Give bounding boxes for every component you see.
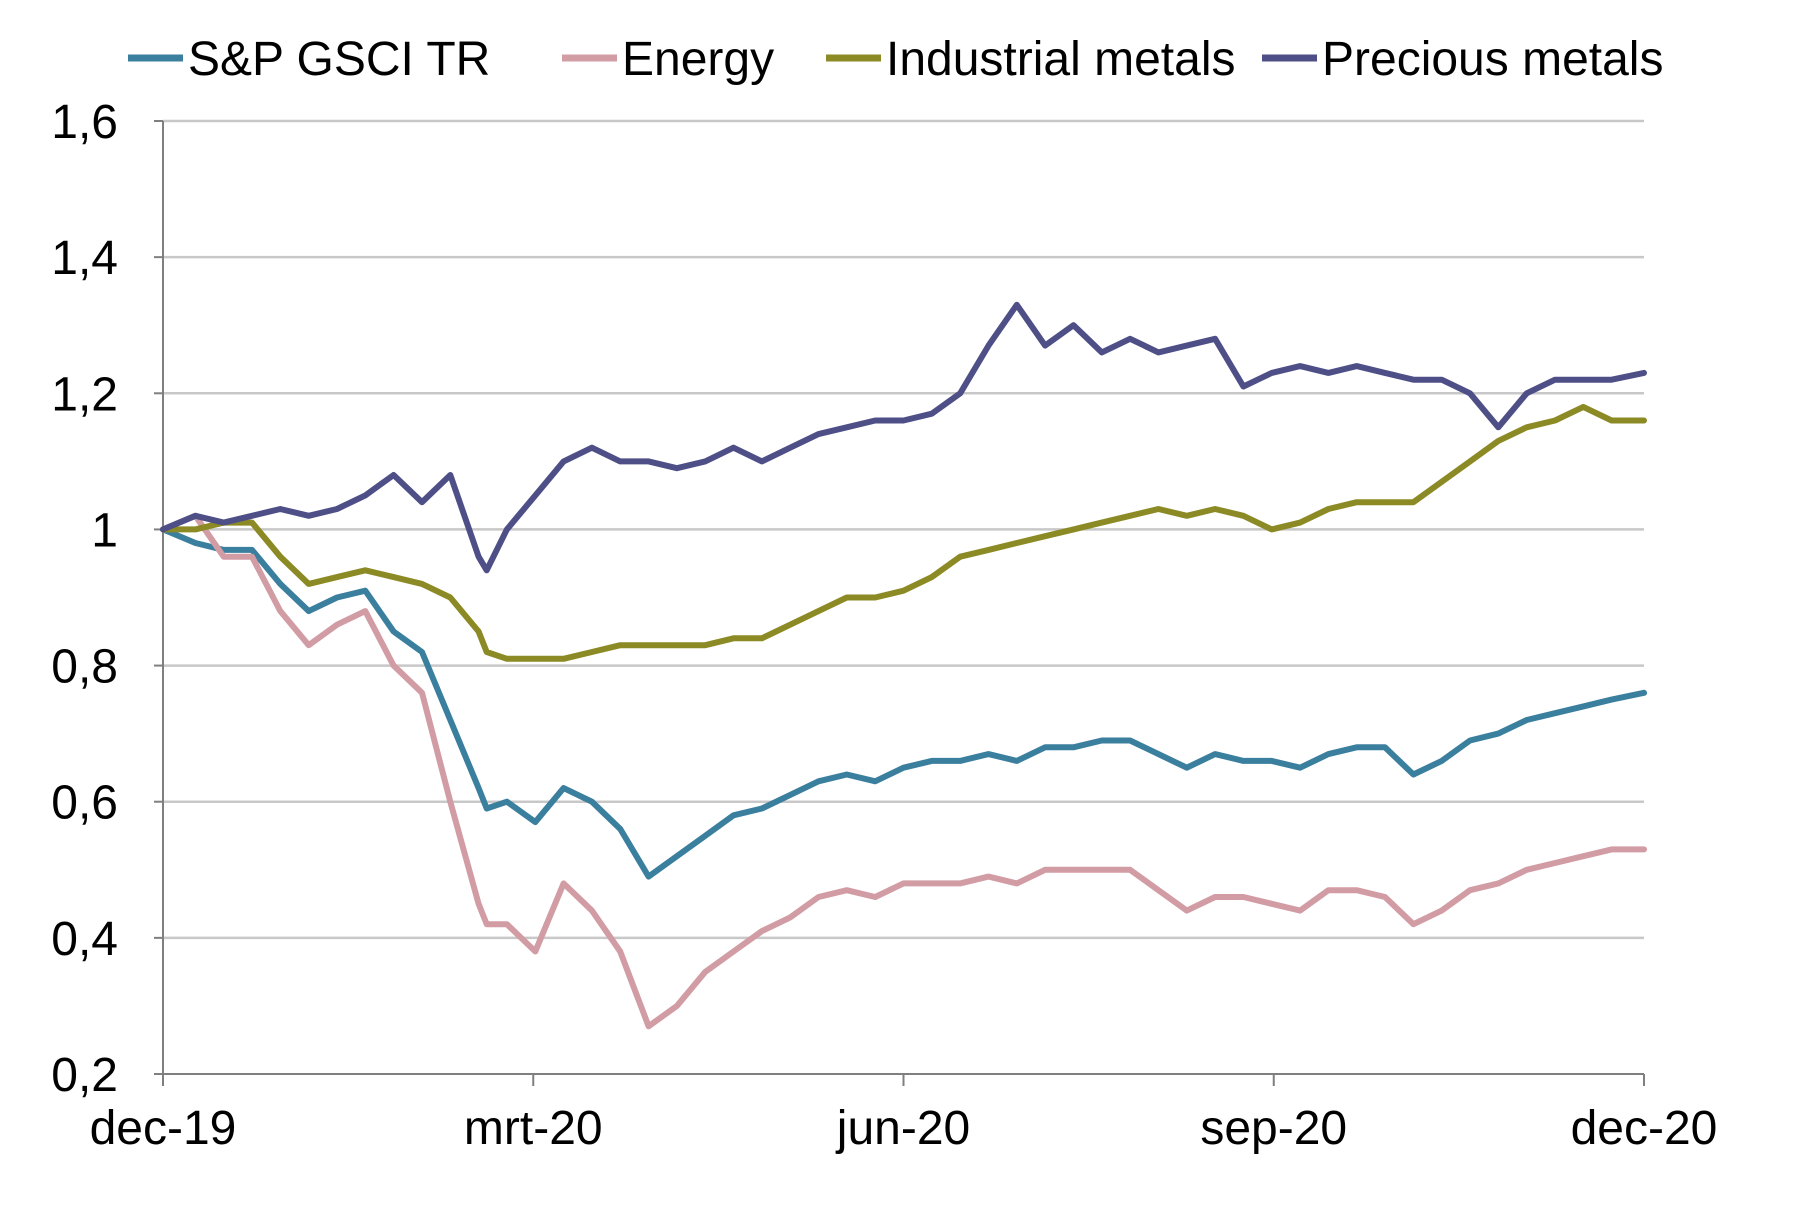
y-tick-label: 1,4 bbox=[51, 232, 118, 285]
legend-label: S&P GSCI TR bbox=[188, 33, 490, 86]
y-tick-labels: 0,2 0,4 0,6 0,8 1 1,2 1,4 1,6 bbox=[51, 96, 118, 1102]
y-tick-label: 1,6 bbox=[51, 96, 118, 149]
series-line-2 bbox=[160, 403, 1647, 662]
x-tick-label: mrt-20 bbox=[464, 1102, 603, 1155]
y-tick-label: 0,4 bbox=[51, 913, 118, 966]
y-tick-label: 0,6 bbox=[51, 777, 118, 830]
series-line-0 bbox=[160, 526, 1647, 880]
y-tick-label: 0,8 bbox=[51, 641, 118, 694]
series-line-3 bbox=[160, 301, 1647, 574]
x-tick-labels: dec-19 mrt-20 jun-20 sep-20 dec-20 bbox=[90, 1102, 1718, 1155]
y-tick-label: 0,2 bbox=[51, 1049, 118, 1102]
x-tick-label: dec-19 bbox=[90, 1102, 237, 1155]
y-tick-label: 1 bbox=[91, 504, 118, 557]
series-line-1 bbox=[160, 512, 1647, 1030]
x-tick-label: dec-20 bbox=[1571, 1102, 1718, 1155]
legend: S&P GSCI TR Energy Industrial metals Precio… bbox=[128, 33, 1663, 86]
axes bbox=[162, 121, 1645, 1086]
gridlines bbox=[154, 119, 1644, 1075]
series-group bbox=[160, 301, 1647, 1030]
legend-label: Energy bbox=[622, 33, 774, 86]
legend-label: Industrial metals bbox=[886, 33, 1235, 86]
y-tick-label: 1,2 bbox=[51, 368, 118, 421]
legend-label: Precious metals bbox=[1322, 33, 1663, 86]
x-tick-label: jun-20 bbox=[835, 1102, 970, 1155]
x-tick-label: sep-20 bbox=[1200, 1102, 1347, 1155]
